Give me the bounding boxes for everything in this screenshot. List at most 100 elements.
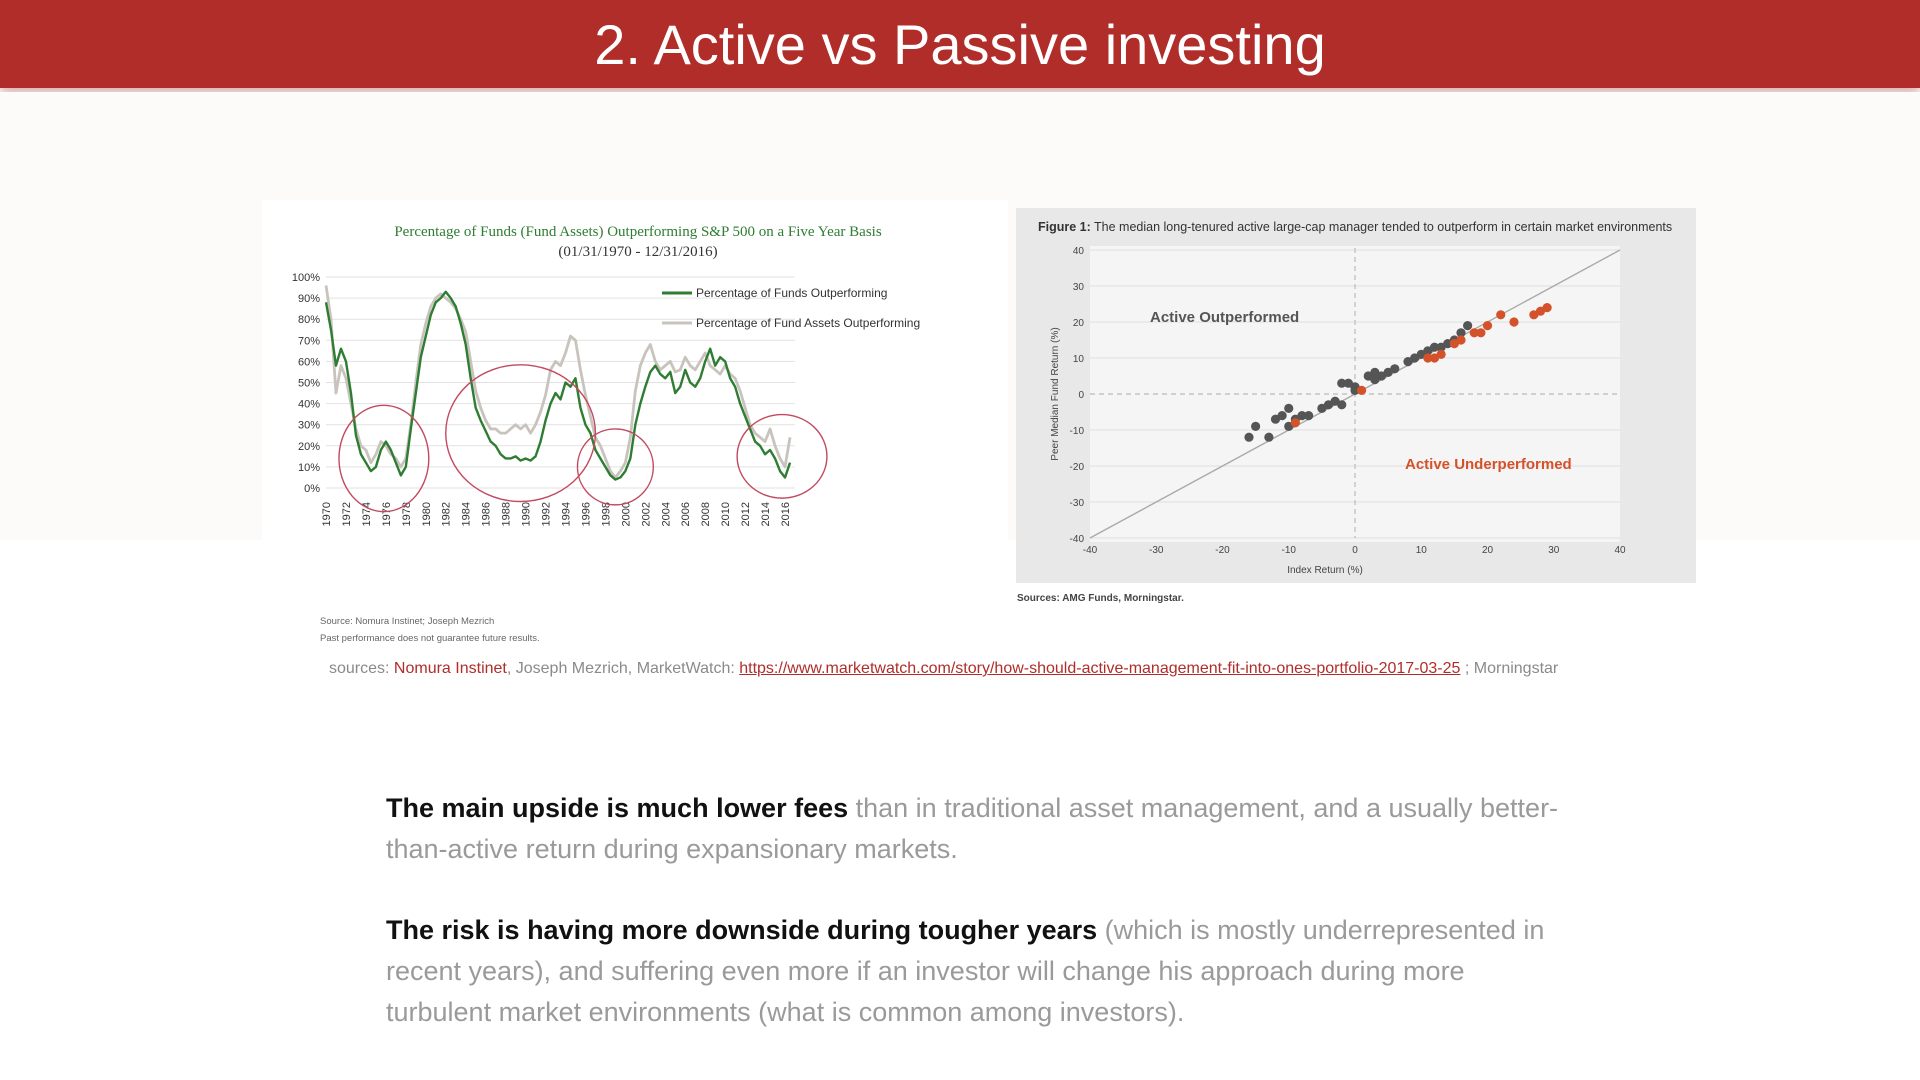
sources-nomura: Nomura Instinet [393,660,507,677]
label-active-underperformed: Active Underperformed [1405,456,1572,473]
chart2-title: Figure 1: The median long-tenured active… [1038,220,1672,234]
chart1-x-tick-label: 1980 [421,502,433,526]
scatter-x-tick-label: 0 [1352,545,1358,556]
sources-middle: , Joseph Mezrich, MarketWatch: [506,660,740,677]
chart1-x-tick-label: 2008 [700,502,712,526]
chart1-x-tick-label: 1976 [381,502,393,526]
point-underperformed [1290,418,1300,428]
point-outperformed [1456,328,1466,338]
scatter-x-tick-label: -20 [1215,545,1230,556]
point-outperformed [1390,364,1400,374]
chart1-subtitle: (01/31/1970 - 12/31/2016) [558,244,717,260]
upside-rest: than in traditional asset management, an… [386,793,1559,864]
point-underperformed [1542,303,1552,313]
chart1-x-tick-label: 2014 [760,502,772,526]
point-underperformed [1357,385,1367,395]
chart1-y-tick-label: 50% [298,378,320,390]
chart1-x-tick-label: 2016 [780,502,792,526]
chart1-x-tick-label: 1988 [501,502,513,526]
scatter-y-tick-label: -40 [1070,534,1085,545]
chart1-highlight-circle [736,413,828,499]
slide-title: 2. Active vs Passive investing [594,13,1326,76]
chart1-title: Percentage of Funds (Fund Assets) Outper… [394,224,881,240]
series-funds-line [324,290,792,481]
chart1-x-tick-label: 2004 [660,502,672,526]
manager-scatter-chart: Figure 1: The median long-tenured active… [1016,208,1696,583]
point-underperformed [1476,328,1486,338]
title-bar [0,0,1920,88]
point-underperformed [1436,349,1446,359]
chart1-x-tick-label: 1978 [401,502,413,526]
chart1-x-tick-label: 2012 [740,502,752,526]
legend-label-assets: Percentage of Fund Assets Outperforming [696,316,920,330]
chart1-y-tick-label: 80% [298,314,320,326]
scatter-x-tick-label: 40 [1614,545,1626,556]
scatter-x-tick-label: -30 [1149,545,1164,556]
chart1-y-tick-label: 0% [304,483,320,495]
chart1-footnote-source: Source: Nomura Instinet; Joseph Mezrich [320,616,494,627]
upside-bold: The main upside is much lower fees [386,793,849,823]
chart1-x-tick-label: 2010 [720,502,732,526]
scatter-x-tick-label: 20 [1482,545,1494,556]
chart1-y-tick-label: 60% [298,356,320,368]
label-active-outperformed: Active Outperformed [1150,309,1299,326]
point-underperformed [1509,317,1519,327]
point-underperformed [1469,328,1479,338]
chart1-x-tick-label: 1990 [521,502,533,526]
point-underperformed [1496,310,1506,320]
chart1-footnote-disclaimer: Past performance does not guarantee futu… [320,633,540,644]
chart2-title-bold: Figure 1: [1038,220,1091,234]
risk-rest: (which is mostly underrepresented in rec… [386,915,1545,1027]
chart1-x-tick-label: 1982 [441,502,453,526]
scatter-y-tick-label: 10 [1073,354,1085,365]
paragraph-risk: The risk is having more downside during … [386,910,1566,1033]
point-outperformed [1277,411,1287,421]
scatter-y-tick-label: -30 [1070,498,1085,509]
chart1-y-tick-label: 100% [292,272,320,284]
point-outperformed [1350,385,1360,395]
chart1-x-tick-label: 1994 [560,502,572,526]
chart1-highlight-circle [576,428,655,506]
chart1-x-tick-label: 1972 [341,502,353,526]
point-outperformed [1244,432,1254,442]
chart1-y-tick-label: 90% [298,293,320,305]
scatter-y-label: Peer Median Fund Return (%) [1050,327,1061,460]
scatter-y-tick-label: 40 [1073,246,1085,257]
chart1-y-tick-label: 40% [298,399,320,411]
chart1-x-tick-label: 2006 [680,502,692,526]
scatter-x-tick-label: 10 [1416,545,1428,556]
chart1-x-tick-label: 1970 [321,502,333,526]
point-outperformed [1304,411,1314,421]
chart1-y-ticks: 0% 10% 20% 30% 40% 50% 60% 70% 80% 90% 100% [292,272,320,495]
chart1-x-tick-label: 2000 [620,502,632,526]
chart1-series [324,285,792,481]
point-underperformed [1482,321,1493,331]
scatter-y-tick-label: -10 [1070,426,1085,437]
scatter-y-tick-label: -20 [1070,462,1085,473]
chart1-y-tick-label: 10% [298,462,320,474]
chart1-x-ticks: 1970 1972 1974 1976 1978 1980 1982 1984 1986 1988… [321,502,792,526]
chart1-x-tick-label: 1992 [541,502,553,526]
point-outperformed [1463,321,1473,331]
chart1-highlight-circle [445,364,597,503]
sources-suffix: ; Morningstar [1460,660,1559,677]
marketwatch-link[interactable]: https://www.marketwatch.com/story/how-sh… [739,660,1461,677]
point-underperformed [1423,353,1433,363]
chart1-x-tick-label: 1998 [600,502,612,526]
point-outperformed [1251,421,1261,431]
chart1-x-tick-label: 1974 [361,502,373,526]
scatter-x-tick-label: -40 [1083,545,1098,556]
chart1-y-tick-label: 20% [298,441,320,453]
sources-prefix: sources: [329,660,394,677]
point-outperformed [1337,400,1347,410]
chart1-x-tick-label: 1996 [580,502,592,526]
scatter-ticks: 40 30 20 10 0 -10 -20 -30 -40-40 -30 -20 -10 0 10 20 30… [1070,246,1626,556]
chart1-highlight-circles [338,364,828,513]
sources-line: sources: Nomura Instinet, Joseph Mezrich… [329,660,1558,678]
scatter-x-tick-label: 30 [1548,545,1560,556]
chart1-legend: Percentage of Funds Outperforming Percen… [662,286,920,330]
chart1-x-tick-label: 1986 [481,502,493,526]
point-outperformed [1284,403,1294,413]
point-outperformed [1264,432,1274,442]
paragraph-upside: The main upside is much lower fees than … [386,788,1566,870]
